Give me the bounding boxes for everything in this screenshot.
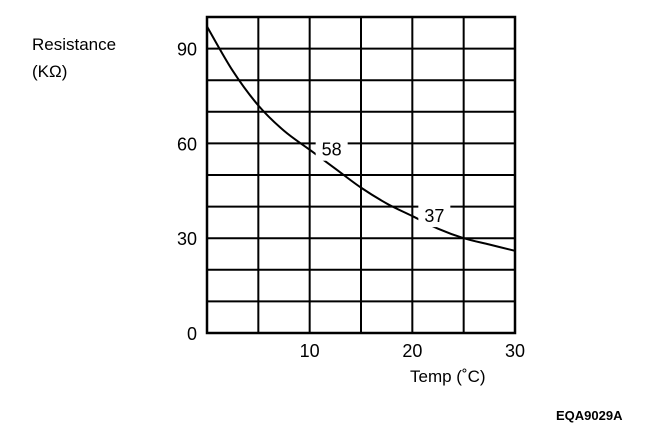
x-tick-label: 20 xyxy=(402,341,422,361)
y-axis-label-line1: Resistance xyxy=(32,35,116,54)
annotation-label: 58 xyxy=(322,140,342,160)
y-tick-label: 30 xyxy=(177,229,197,249)
chart-grid xyxy=(207,17,515,333)
annotation-background xyxy=(418,203,451,228)
y-tick-label: 60 xyxy=(177,134,197,154)
x-axis-label: Temp (˚C) xyxy=(410,367,486,386)
y-tick-label: 90 xyxy=(177,40,197,60)
plot-frame xyxy=(205,15,517,335)
annotation-layer: 58 37 xyxy=(315,136,451,228)
x-tick-label: 10 xyxy=(300,341,320,361)
y-axis-label-line2: (KΩ) xyxy=(32,62,67,81)
curve-layer xyxy=(206,25,516,252)
tick-labels: 0 30 60 90 10 20 30 xyxy=(177,40,525,361)
resistance-curve xyxy=(206,25,516,252)
y-tick-label: 0 xyxy=(187,324,197,344)
x-tick-label: 30 xyxy=(505,341,525,361)
annotation-label: 37 xyxy=(424,206,444,226)
plot-border xyxy=(205,15,517,335)
annotation-background xyxy=(315,136,348,161)
figure-code: EQA9029A xyxy=(556,408,623,423)
